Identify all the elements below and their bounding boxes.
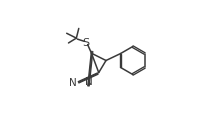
Text: N: N (85, 77, 92, 87)
Text: S: S (82, 38, 90, 48)
Text: N: N (69, 78, 76, 88)
